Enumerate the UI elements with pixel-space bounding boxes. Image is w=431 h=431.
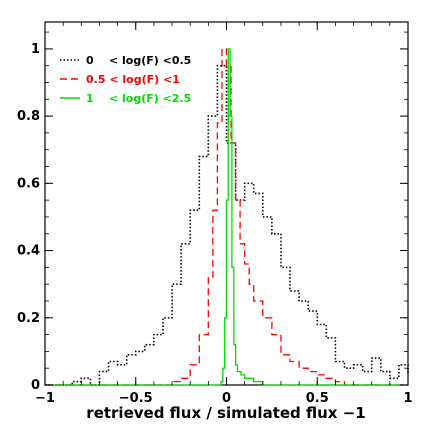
- series-line-2: [45, 48, 408, 386]
- x-tick-label: 1: [403, 391, 412, 406]
- axis-ticks: [44, 22, 409, 386]
- legend: 0 < log(F) <0.5 0.5 < log(F) <1 1 < log(F)…: [60, 54, 191, 105]
- series-line-1: [45, 64, 409, 386]
- series-group: [45, 48, 409, 386]
- legend-label-2: 0.5 < log(F) <1: [86, 73, 180, 86]
- series-line-3: [45, 48, 408, 386]
- x-tick-label: 0: [222, 391, 231, 406]
- y-tick-label: 0.2: [17, 311, 40, 326]
- x-tick-label: 0.5: [306, 391, 329, 406]
- x-axis-label: retrieved flux / simulated flux −1: [86, 404, 365, 422]
- legend-label-1: 0 < log(F) <0.5: [86, 54, 191, 67]
- y-tick-label: 0.4: [17, 244, 40, 259]
- x-tick-label: −1: [35, 391, 55, 406]
- legend-label-3: 1 < log(F) <2.5: [86, 92, 191, 105]
- y-tick-label: 0: [31, 378, 40, 393]
- y-tick-label: 0.6: [17, 176, 40, 191]
- x-tick-label: −0.5: [119, 391, 153, 406]
- tick-labels: −1 −0.5 0 0.5 1 0 0.2 0.4 0.6 0.8 1: [17, 42, 413, 406]
- y-tick-label: 1: [31, 42, 40, 57]
- y-tick-label: 0.8: [17, 109, 40, 124]
